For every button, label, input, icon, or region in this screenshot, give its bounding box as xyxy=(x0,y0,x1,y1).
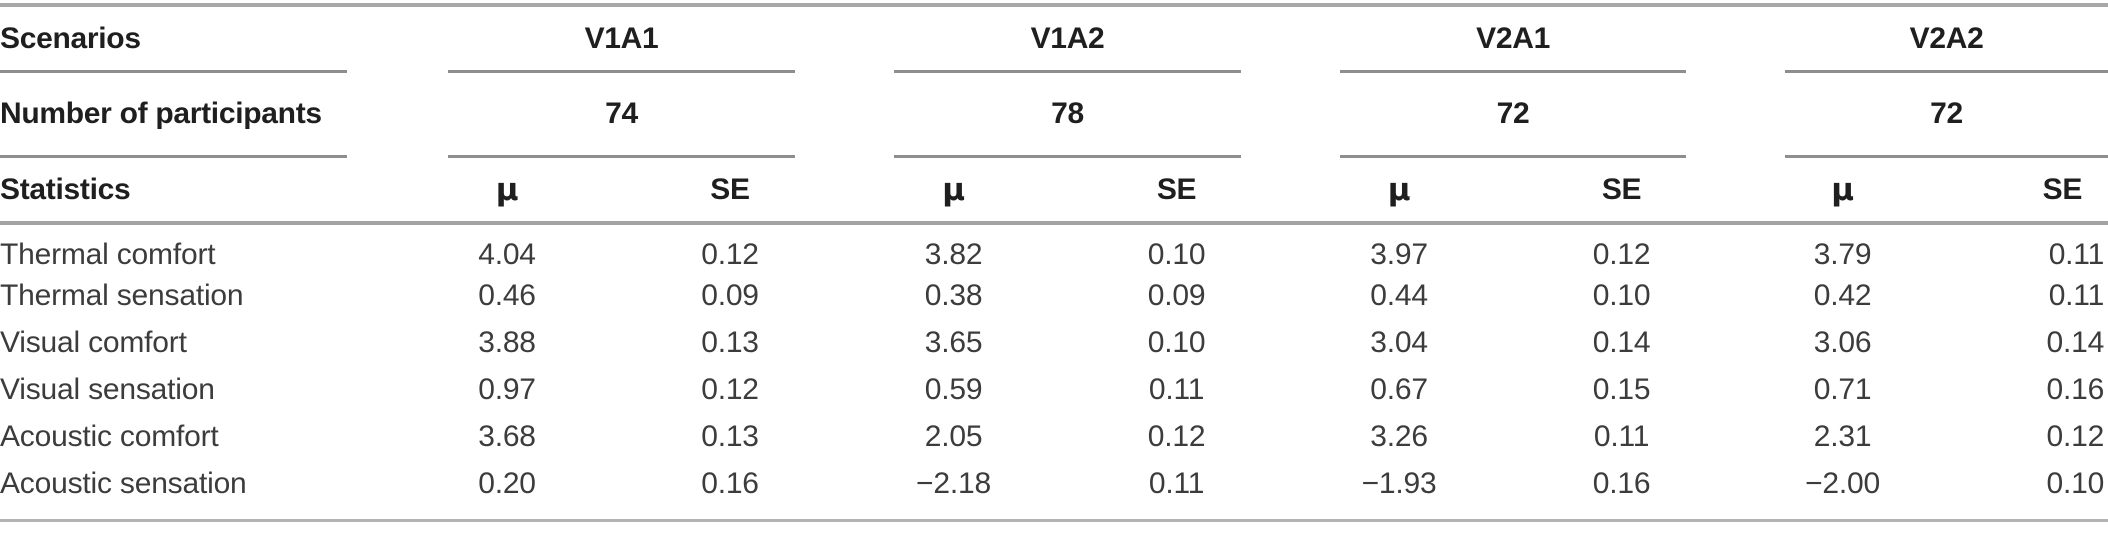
scenario-name: V2A2 xyxy=(1909,21,1984,55)
value-cell: 0.13 xyxy=(701,419,759,453)
participants-count: 78 xyxy=(1051,97,1084,130)
value-cell: 0.12 xyxy=(1592,237,1651,271)
se-header: SE xyxy=(1065,158,1289,225)
value-cell: 0.16 xyxy=(701,466,759,500)
scenario-group-header: V2A2 xyxy=(1733,7,2108,73)
value-cell: 0.10 xyxy=(1592,278,1651,312)
row-label: Acoustic comfort xyxy=(0,419,219,453)
value-cell: 0.16 xyxy=(2046,372,2105,406)
value-cell: −2.18 xyxy=(916,466,991,500)
value-cell: 0.42 xyxy=(1813,278,1872,312)
mu-header: μ xyxy=(396,158,618,225)
value-cell: 3.65 xyxy=(924,325,983,359)
participants-count-cell: 72 xyxy=(1733,73,2108,158)
value-cell: 0.44 xyxy=(1370,278,1428,312)
value-cell: 0.09 xyxy=(1147,278,1206,312)
statistics-label-cell: Statistics xyxy=(0,158,396,225)
mu-header: μ xyxy=(1288,158,1511,225)
participants-label-cell: Number of participants xyxy=(0,73,396,158)
scenario-group-header: V1A1 xyxy=(396,7,842,73)
table-row: Thermal comfort 4.04 0.12 3.82 0.10 3.97… xyxy=(0,225,2108,272)
value-cell: 0.12 xyxy=(701,372,759,406)
row-label: Thermal comfort xyxy=(0,237,216,271)
statistics-header-row: Statistics μ SE μ SE μ SE μ SE xyxy=(0,158,2108,225)
value-cell: 0.11 xyxy=(2048,278,2105,312)
value-cell: 0.12 xyxy=(1147,419,1206,453)
table-top-rule xyxy=(0,3,2108,7)
scenario-name: V2A1 xyxy=(1476,21,1550,55)
statistics-table: Scenarios V1A1 V1A2 V2A1 V2A2 Number of … xyxy=(0,7,2108,507)
row-label: Thermal sensation xyxy=(0,278,244,312)
table-row: Acoustic comfort 3.68 0.13 2.05 0.12 3.2… xyxy=(0,413,2108,460)
table-row: Thermal sensation 0.46 0.09 0.38 0.09 0.… xyxy=(0,272,2108,319)
value-cell: 0.11 xyxy=(1148,466,1205,500)
participants-count-cell: 74 xyxy=(396,73,842,158)
statistics-label: Statistics xyxy=(0,172,131,206)
participants-count-cell: 78 xyxy=(842,73,1288,158)
value-cell: 3.88 xyxy=(478,325,536,359)
value-cell: 0.10 xyxy=(2046,466,2105,500)
scenario-group-header: V1A2 xyxy=(842,7,1288,73)
participants-count: 74 xyxy=(605,97,638,130)
value-cell: 3.97 xyxy=(1370,237,1428,271)
value-cell: −2.00 xyxy=(1805,466,1880,500)
value-cell: 3.68 xyxy=(478,419,536,453)
value-cell: 0.10 xyxy=(1147,325,1206,359)
value-cell: 0.10 xyxy=(1147,237,1206,271)
value-cell: 0.11 xyxy=(1148,372,1205,406)
value-cell: 0.14 xyxy=(2046,325,2105,359)
value-cell: 2.31 xyxy=(1813,419,1872,453)
scenario-name: V1A2 xyxy=(1030,21,1105,55)
scenarios-label: Scenarios xyxy=(0,21,141,55)
value-cell: 3.79 xyxy=(1813,237,1872,271)
row-label: Acoustic sensation xyxy=(0,466,247,500)
value-cell: 0.09 xyxy=(701,278,759,312)
value-cell: 0.12 xyxy=(2046,419,2105,453)
value-cell: 0.15 xyxy=(1592,372,1651,406)
scenario-group-header: V2A1 xyxy=(1288,7,1733,73)
value-cell: 0.59 xyxy=(924,372,983,406)
value-cell: 3.82 xyxy=(924,237,983,271)
value-cell: 0.38 xyxy=(924,278,983,312)
value-cell: 0.46 xyxy=(478,278,536,312)
participants-count: 72 xyxy=(1496,97,1530,130)
table-row: Visual comfort 3.88 0.13 3.65 0.10 3.04 … xyxy=(0,319,2108,366)
se-header: SE xyxy=(1952,158,2108,225)
scenarios-label-cell: Scenarios xyxy=(0,7,396,73)
table-row: Acoustic sensation 0.20 0.16 −2.18 0.11 … xyxy=(0,460,2108,507)
value-cell: 0.11 xyxy=(2048,237,2105,271)
table-bottom-rule xyxy=(0,519,2108,522)
row-label: Visual sensation xyxy=(0,372,215,406)
se-header: SE xyxy=(1510,158,1734,225)
value-cell: 0.16 xyxy=(1592,466,1651,500)
value-cell: 0.12 xyxy=(701,237,759,271)
participants-count: 72 xyxy=(1930,97,1963,130)
row-label: Visual comfort xyxy=(0,325,187,359)
value-cell: −1.93 xyxy=(1361,466,1437,500)
value-cell: 0.97 xyxy=(478,372,536,406)
value-cell: 0.14 xyxy=(1592,325,1651,359)
value-cell: 3.04 xyxy=(1370,325,1428,359)
value-cell: 0.67 xyxy=(1370,372,1428,406)
value-cell: 0.71 xyxy=(1813,372,1872,406)
value-cell: 4.04 xyxy=(478,237,536,271)
participants-count-cell: 72 xyxy=(1288,73,1733,158)
mu-header: μ xyxy=(842,158,1066,225)
value-cell: 3.06 xyxy=(1813,325,1872,359)
value-cell: 0.13 xyxy=(701,325,759,359)
scenario-name: V1A1 xyxy=(584,21,659,55)
table-row: Visual sensation 0.97 0.12 0.59 0.11 0.6… xyxy=(0,366,2108,413)
mu-header: μ xyxy=(1733,158,1953,225)
participants-label: Number of participants xyxy=(0,97,322,130)
value-cell: 3.26 xyxy=(1370,419,1428,453)
scenarios-header-row: Scenarios V1A1 V1A2 V2A1 V2A2 xyxy=(0,7,2108,73)
se-header: SE xyxy=(618,158,843,225)
value-cell: 0.11 xyxy=(1593,419,1650,453)
value-cell: 2.05 xyxy=(924,419,983,453)
participants-header-row: Number of participants 74 78 72 72 xyxy=(0,73,2108,158)
value-cell: 0.20 xyxy=(478,466,536,500)
